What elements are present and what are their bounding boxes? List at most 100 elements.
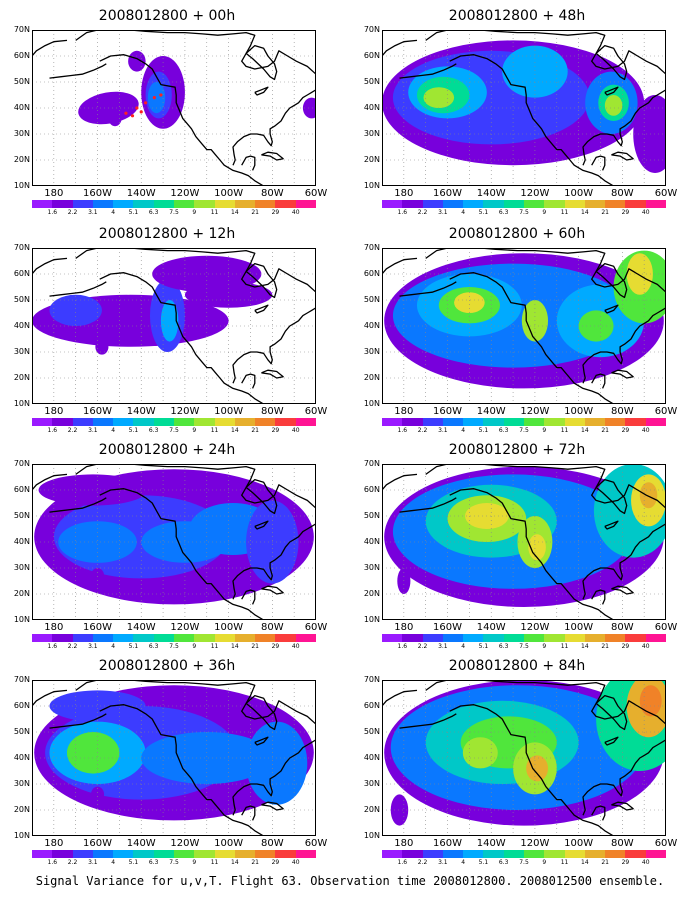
observation-point — [144, 101, 148, 105]
map-frame — [382, 30, 666, 186]
longitude-label: 140W — [476, 838, 506, 849]
observation-point — [130, 114, 135, 118]
colorbar-label: 3.1 — [438, 427, 448, 434]
latitude-label: 60N — [363, 701, 380, 710]
colorbar-swatch — [52, 200, 73, 208]
longitude-label: 80W — [260, 622, 284, 633]
longitude-label: 60W — [304, 838, 328, 849]
latitude-label: 40N — [13, 753, 30, 762]
colorbar-swatch — [503, 200, 524, 208]
colorbar-label: 29 — [271, 643, 280, 650]
latitude-label: 10N — [13, 831, 30, 840]
longitude-label: 180 — [44, 406, 64, 417]
longitude-label: 180 — [394, 622, 414, 633]
latitude-label: 30N — [363, 563, 380, 572]
coastline — [241, 805, 256, 821]
colorbar-label: 29 — [621, 859, 630, 866]
latitude-label: 10N — [363, 615, 380, 624]
colorbar-swatch — [72, 200, 93, 208]
colorbar-swatch — [442, 634, 464, 642]
colorbar-swatch — [32, 418, 53, 426]
colorbar-label: 40 — [641, 427, 650, 434]
colorbar-label: 21 — [251, 209, 259, 216]
map-panel: 2008012800 + 84h 70N 60N 50N 40N 30N 20N 10N 180… — [352, 658, 682, 868]
colorbar-swatch — [544, 634, 565, 642]
colorbar-label: 14 — [581, 643, 589, 650]
latitude-label: 30N — [13, 563, 30, 572]
coastline — [32, 39, 68, 57]
latitude-label: 40N — [13, 103, 30, 112]
longitude-label: 60W — [654, 622, 678, 633]
colorbar-swatch — [72, 634, 93, 642]
colorbar-label: 7.5 — [169, 209, 179, 216]
colorbar-swatch — [133, 850, 154, 858]
colorbar-label: 6.3 — [148, 643, 159, 650]
colorbar-label: 6.3 — [148, 427, 159, 434]
colorbar-swatch — [52, 850, 73, 858]
observation-point — [152, 96, 156, 100]
colorbar-swatch — [153, 418, 174, 426]
latitude-label: 70N — [13, 25, 30, 34]
colorbar-swatch — [544, 418, 565, 426]
variance-contour — [49, 294, 102, 326]
longitude-label: 80W — [260, 188, 284, 199]
colorbar — [32, 418, 316, 426]
map-plot — [382, 248, 666, 404]
panel-title: 2008012800 + 36h — [98, 658, 236, 674]
latitude-label: 10N — [13, 615, 30, 624]
colorbar-label: 9 — [192, 209, 197, 216]
panel-title: 2008012800 + 84h — [448, 658, 586, 674]
colorbar-label: 29 — [271, 859, 280, 866]
coastline — [245, 694, 278, 731]
coastline — [582, 89, 666, 166]
colorbar-swatch — [544, 200, 565, 208]
coastline — [591, 589, 606, 605]
colorbar-label: 4 — [111, 427, 116, 434]
longitude-label: 100W — [214, 406, 244, 417]
colorbar-swatch — [564, 634, 585, 642]
colorbar-swatch — [645, 200, 666, 208]
colorbar-swatch — [113, 850, 134, 858]
observation-point — [159, 93, 163, 97]
variance-contour — [147, 82, 166, 114]
latitude-label: 50N — [363, 295, 380, 304]
colorbar-swatch — [463, 418, 484, 426]
colorbar-swatch — [625, 634, 646, 642]
colorbar-label: 11 — [210, 209, 219, 216]
colorbar-swatch — [564, 200, 585, 208]
longitude-label: 100W — [214, 838, 244, 849]
coastline — [382, 257, 418, 275]
colorbar-label: 40 — [291, 859, 300, 866]
colorbar-label: 40 — [291, 643, 300, 650]
colorbar-swatch — [625, 850, 646, 858]
colorbar-swatch — [173, 634, 195, 642]
colorbar-swatch — [113, 634, 134, 642]
variance-contour — [626, 253, 653, 295]
map-frame — [32, 248, 316, 404]
colorbar-label: 3.1 — [88, 859, 98, 866]
colorbar-label: 14 — [581, 427, 589, 434]
figure-caption: Signal Variance for u,v,T. Flight 63. Ob… — [35, 874, 665, 888]
latitude-label: 40N — [363, 537, 380, 546]
colorbar-swatch — [382, 634, 403, 642]
variance-contour — [528, 534, 546, 561]
colorbar-swatch — [645, 634, 666, 642]
map-frame — [32, 680, 316, 836]
variance-contour — [49, 690, 146, 722]
coastline — [595, 694, 628, 731]
longitude-label: 160W — [433, 622, 463, 633]
latitude-label: 20N — [363, 805, 380, 814]
coastline — [75, 30, 316, 75]
colorbar-swatch — [605, 200, 626, 208]
colorbar-swatch — [173, 850, 195, 858]
latitude-label: 50N — [13, 295, 30, 304]
observation-point — [135, 106, 139, 110]
variance-contour — [90, 786, 105, 803]
colorbar-label: 14 — [581, 859, 589, 866]
colorbar-label: 1.6 — [397, 427, 408, 434]
colorbar-label: 9 — [542, 643, 547, 650]
longitude-label: 120W — [170, 188, 200, 199]
coastline — [595, 44, 628, 81]
map-plot — [382, 680, 666, 836]
colorbar-swatch — [234, 200, 256, 208]
